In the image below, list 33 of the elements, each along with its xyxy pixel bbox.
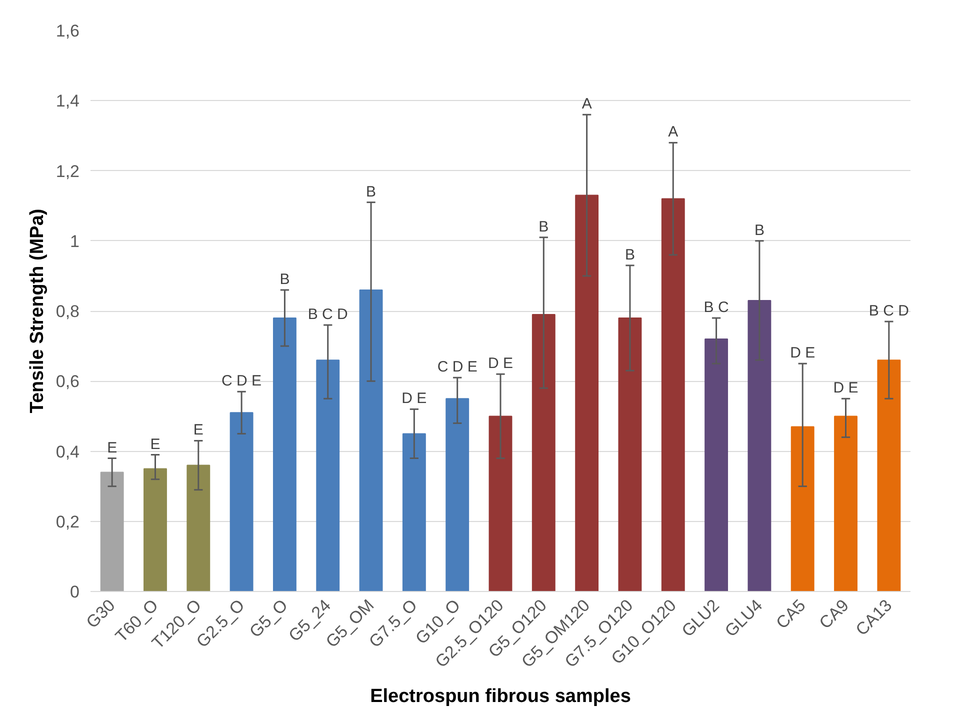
x-tick-label: G30 xyxy=(82,596,119,632)
annotation: B xyxy=(538,218,549,236)
annotation: B xyxy=(624,246,635,264)
y-tick-label: 1,6 xyxy=(56,22,80,40)
y-tick-label: 1,2 xyxy=(56,162,80,181)
y-tick-label: 0,2 xyxy=(56,512,80,532)
annotation: D E xyxy=(402,390,427,408)
y-tick-label: 0,8 xyxy=(56,302,80,321)
annotation: D E xyxy=(790,344,816,362)
annotation: D E xyxy=(488,355,514,372)
y-tick-label: 1 xyxy=(70,232,80,251)
annotation: A xyxy=(582,96,592,113)
annotation: C D E xyxy=(437,358,478,376)
y-tick-label: 1,4 xyxy=(56,92,80,111)
annotation: B C D xyxy=(308,306,348,324)
y-tick-label: 0 xyxy=(70,582,80,602)
annotation: B xyxy=(754,222,764,239)
annotation: B C D xyxy=(868,302,910,320)
x-tick-label: CA5 xyxy=(772,596,810,633)
annotation: C D E xyxy=(222,372,262,390)
x-axis-title: Electrospun fibrous samples xyxy=(370,686,631,708)
y-axis-title: Tensile Strength (MPa) xyxy=(26,208,48,414)
annotation: B xyxy=(280,270,290,288)
x-tick-label: CA9 xyxy=(816,596,852,633)
annotation: B C xyxy=(704,299,729,316)
annotation: E xyxy=(150,436,160,453)
annotation: E xyxy=(193,422,204,439)
annotation: E xyxy=(107,439,118,456)
y-tick-label: 0,6 xyxy=(56,372,80,392)
annotation: A xyxy=(668,124,678,141)
annotation: D E xyxy=(833,380,858,397)
annotation: B xyxy=(366,183,376,200)
y-tick-label: 0,4 xyxy=(56,442,80,462)
